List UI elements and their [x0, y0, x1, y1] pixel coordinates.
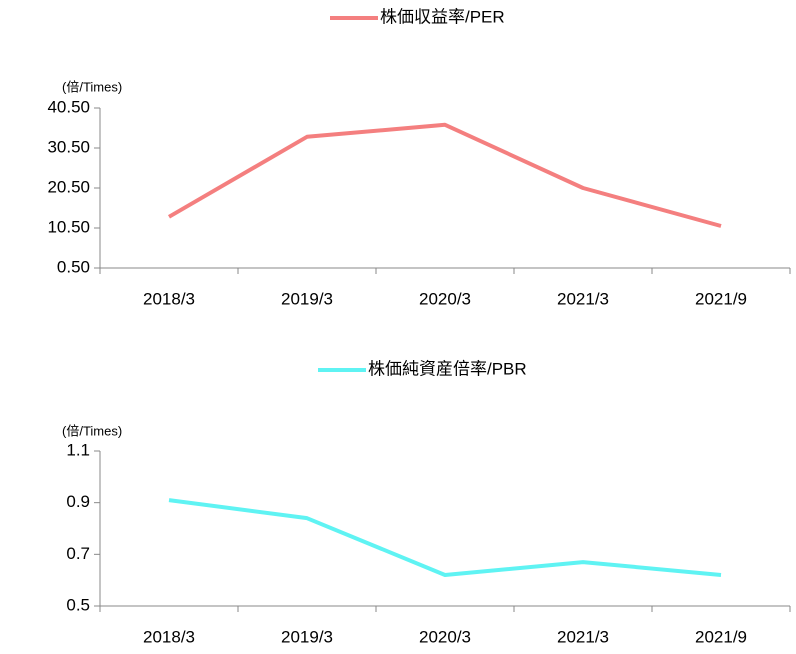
x-tick-label: 2018/3	[143, 289, 195, 308]
y-tick-label: 30.50	[47, 137, 90, 156]
legend-label: 株価純資産倍率/PBR	[368, 359, 527, 378]
y-axis-unit: (倍/Times)	[62, 79, 122, 94]
legend-label: 株価収益率/PER	[380, 7, 505, 26]
y-tick-label: 0.9	[66, 492, 90, 511]
x-tick-label: 2018/3	[143, 627, 195, 646]
y-axis-unit: (倍/Times)	[62, 423, 122, 438]
series-line	[167, 122, 722, 228]
y-tick-label: 0.7	[66, 544, 90, 563]
x-tick-label: 2021/9	[695, 289, 747, 308]
y-tick-label: 40.50	[47, 97, 90, 116]
x-tick-label: 2020/3	[419, 289, 471, 308]
x-tick-label: 2021/3	[557, 289, 609, 308]
x-tick-label: 2021/3	[557, 627, 609, 646]
x-tick-label: 2021/9	[695, 627, 747, 646]
series-line	[168, 498, 722, 577]
x-tick-label: 2020/3	[419, 627, 471, 646]
y-tick-label: 0.50	[57, 257, 90, 276]
y-tick-label: 0.5	[66, 595, 90, 614]
x-tick-label: 2019/3	[281, 627, 333, 646]
x-tick-label: 2019/3	[281, 289, 333, 308]
y-tick-label: 10.50	[47, 217, 90, 236]
y-tick-label: 20.50	[47, 177, 90, 196]
y-tick-label: 1.1	[66, 440, 90, 459]
